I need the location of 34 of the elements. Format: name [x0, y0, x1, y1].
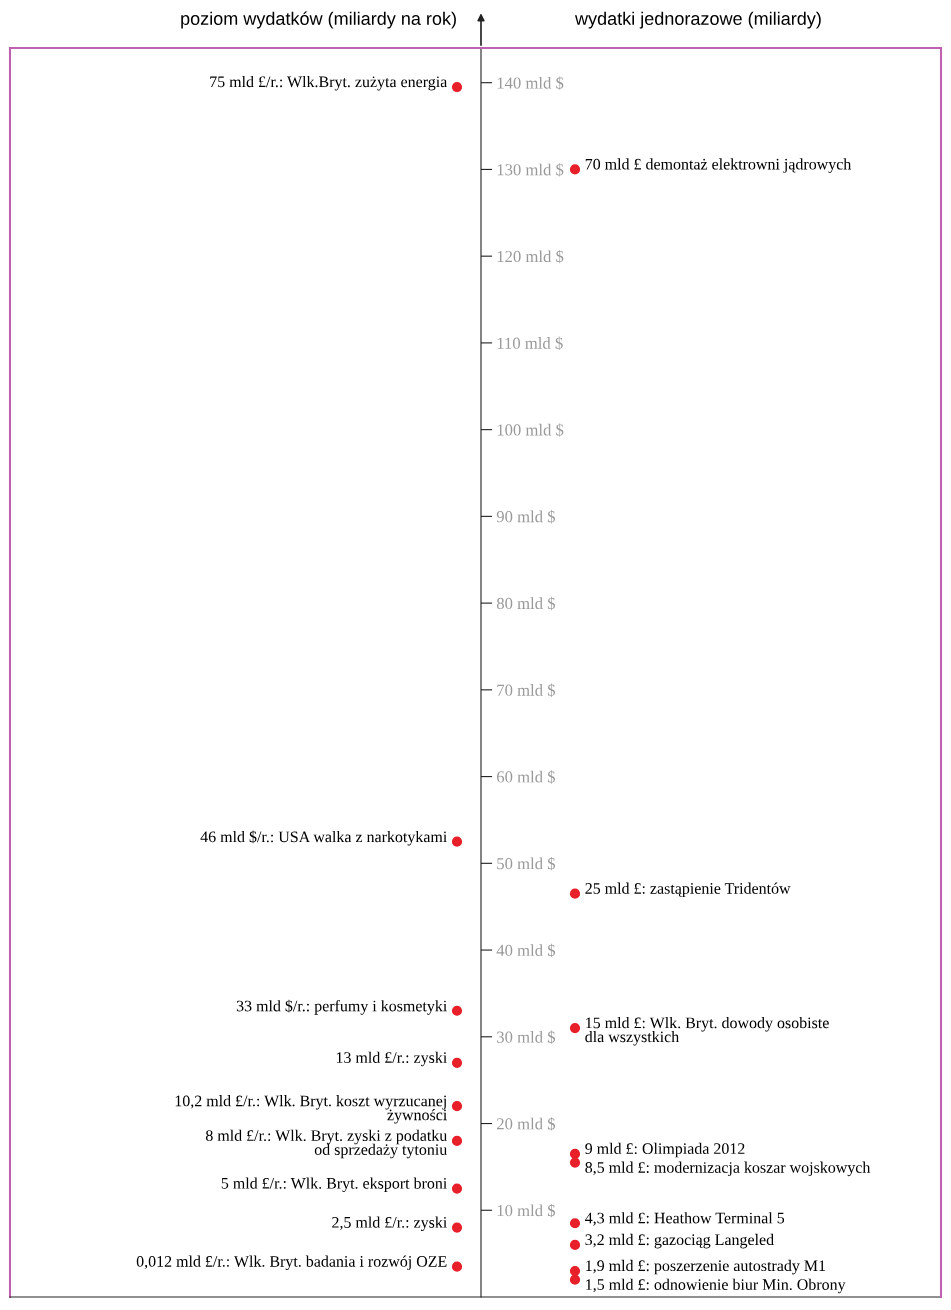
y-tick-label: 20 mld $ [497, 1117, 556, 1131]
annotation: 9 mld £: Olimpiada 2012 [585, 1142, 745, 1158]
y-tick-label: 30 mld $ [497, 1030, 556, 1044]
annotation: 75 mld £/r.: Wlk.Bryt. zużyta energia [210, 75, 448, 91]
y-tick-label: 50 mld $ [497, 857, 556, 871]
x-tick-label: wydatki jednorazowe (miliardy) [574, 11, 821, 29]
annotation: 8,5 mld £: modernizacja koszar wojskowych [585, 1161, 871, 1177]
annotation: 25 mld £: zastąpienie Tridentów [585, 882, 791, 898]
annotation: 2,5 mld £/r.: zyski [332, 1216, 447, 1232]
annotation: 70 mld £ demontaż elektrowni jądrowych [585, 158, 852, 173]
annotation: 4,3 mld £: Heathow Terminal 5 [585, 1212, 785, 1226]
y-tick-label: 140 mld $ [497, 76, 564, 90]
y-tick-label: 110 mld $ [497, 336, 563, 350]
annotation: 8 mld £/r.: Wlk. Bryt. zyski z podatku od sprzedaży tytoniu [205, 1129, 447, 1159]
y-tick-label: 80 mld $ [496, 596, 556, 611]
annotation: 15 mld £: Wlk. Bryt. dowody osobiste dla wszystkich [585, 1017, 829, 1046]
annotation: 46 mld $/r.: USA walka z narkotykami [200, 830, 447, 846]
annotation: 3,2 mld £: gazociąg Langeled [585, 1233, 774, 1249]
annotation: 13 mld £/r.: zyski [336, 1051, 447, 1067]
y-tick-label: 60 mld $ [496, 770, 556, 784]
x-tick-label: poziom wydatków (miliardy na rok) [181, 11, 456, 29]
y-tick-label: 90 mld $ [496, 510, 556, 524]
y-tick-label: 120 mld $ [497, 249, 564, 264]
y-tick-label: 130 mld $ [497, 163, 564, 177]
annotation: 1,5 mld £: odnowienie biur Min. Obrony [586, 1278, 846, 1294]
annotation: 33 mld $/r.: perfumy i kosmetyki [236, 999, 447, 1015]
y-tick-label: 100 mld $ [497, 423, 564, 437]
annotation: 5 mld £/r.: Wlk. Bryt. eksport broni [221, 1177, 447, 1192]
annotation: 1,9 mld £: poszerzenie autostrady M1 [586, 1259, 826, 1275]
annotation: 10,2 mld £/r.: Wlk. Bryt. koszt wyrzucanej żywności [175, 1095, 447, 1124]
y-tick-label: 70 mld $ [497, 683, 556, 697]
y-tick-label: 10 mld $ [497, 1203, 556, 1218]
annotation: 0,012 mld £/r.: Wlk. Bryt. badania i rozwój OZE [136, 1255, 447, 1271]
y-tick-label: 40 mld $ [496, 943, 556, 958]
